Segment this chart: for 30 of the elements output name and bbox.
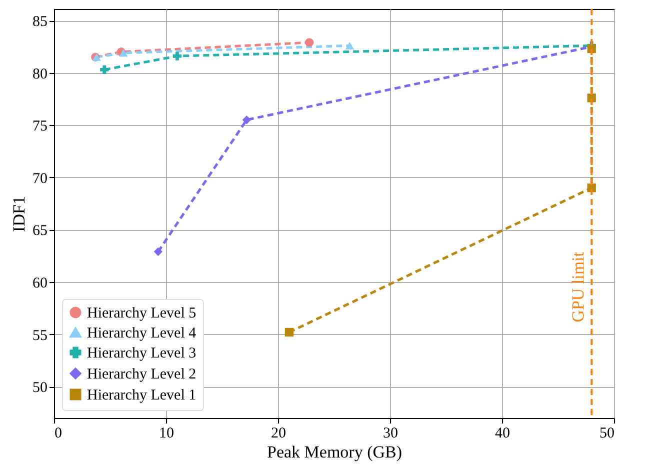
point bbox=[242, 116, 251, 124]
point bbox=[119, 49, 128, 57]
legend-label: Hierarchy Level 4 bbox=[87, 326, 197, 342]
ref-line-label: GPU limit bbox=[568, 252, 588, 322]
point bbox=[154, 247, 162, 256]
y-tick-label: 55 bbox=[32, 328, 48, 344]
y-axis-title: IDF1 bbox=[10, 196, 28, 232]
x-tick-label: 0 bbox=[54, 426, 62, 442]
legend-label: Hierarchy Level 1 bbox=[87, 388, 196, 404]
y-tick-label: 85 bbox=[32, 14, 48, 30]
x-tick-label: 10 bbox=[159, 426, 174, 442]
point bbox=[100, 65, 109, 74]
legend-label: Hierarchy Level 3 bbox=[87, 346, 196, 362]
y-tick-label: 80 bbox=[32, 66, 48, 82]
y-tick-label: 65 bbox=[32, 223, 48, 240]
legend-label: Hierarchy Level 2 bbox=[87, 366, 196, 382]
y-tick-label: 50 bbox=[32, 380, 48, 396]
x-tick-label: 20 bbox=[271, 426, 286, 442]
point bbox=[305, 38, 314, 47]
x-tick-label: 40 bbox=[495, 426, 510, 442]
point bbox=[172, 52, 182, 60]
x-axis-title: Peak Memory (GB) bbox=[266, 442, 402, 462]
y-tick-label: 75 bbox=[32, 118, 48, 135]
point bbox=[284, 328, 294, 337]
y-tick-label: 70 bbox=[32, 170, 48, 187]
legend-label: Hierarchy Level 5 bbox=[87, 306, 196, 322]
x-tick-label: 30 bbox=[383, 426, 398, 442]
point bbox=[345, 42, 354, 50]
x-tick-label: 50 bbox=[600, 426, 614, 442]
y-tick-label: 60 bbox=[32, 276, 48, 292]
